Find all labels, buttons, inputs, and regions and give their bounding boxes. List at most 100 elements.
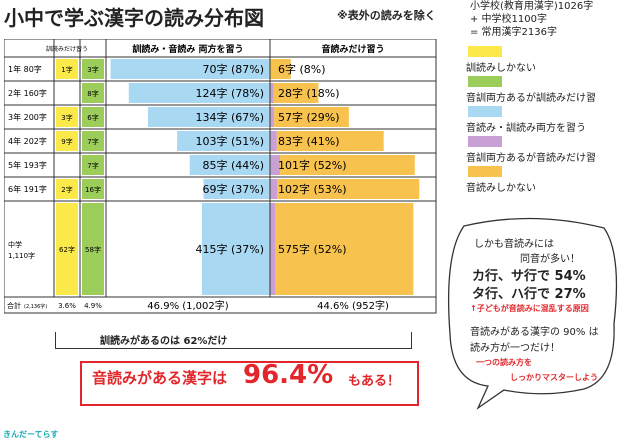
- callout-box: [80, 361, 419, 406]
- bar-kun-partial: [82, 83, 104, 103]
- totals-kun1: 3.6%: [58, 302, 76, 310]
- bar-both: [201, 203, 270, 295]
- distribution-chart: 訓読みだけ習う 訓読み・音読み 両方を習う 音読みだけ習う 1年 80字 1字 3字 70字…: [4, 39, 437, 314]
- totals-both: 46.9% (1,002字): [147, 299, 228, 312]
- bubble-line: 読み方が一つだけ！: [470, 343, 560, 354]
- bar-on-only: [280, 155, 415, 175]
- row-label: 中学: [8, 240, 22, 249]
- bar-both: [189, 155, 270, 175]
- legend-swatch: [468, 166, 502, 177]
- bar-both: [177, 131, 270, 151]
- legend-label: 音読み・訓読み両方を習う: [466, 123, 586, 134]
- bar-on-only: [274, 203, 414, 295]
- bracket: [55, 332, 412, 349]
- legend-swatch: [468, 136, 502, 147]
- bubble-line: 同音が多い！: [520, 254, 580, 265]
- label-on: 6字 (8%): [278, 62, 326, 76]
- bar-kun-partial: [82, 107, 104, 127]
- bar-kun-partial: [82, 203, 104, 295]
- legend-swatch: [468, 46, 502, 57]
- label-kun-only: 62字: [59, 245, 75, 254]
- bubble-line: カ行、サ行で 54%: [472, 269, 586, 284]
- label-on: 101字 (52%): [278, 158, 347, 172]
- row-label: 1年 80字: [8, 64, 42, 74]
- bubble-line: しかも音読みには: [474, 239, 554, 250]
- callout-prefix: 音読みがある漢字は: [92, 369, 228, 387]
- speech-bubble-shape: [448, 217, 618, 410]
- label-kun-partial: 7字: [87, 137, 98, 146]
- bar-kun-partial: [82, 59, 104, 79]
- callout-suffix: もある！: [348, 374, 401, 389]
- bar-on-partial: [270, 107, 275, 127]
- bar-on-partial: [270, 131, 277, 151]
- legend-label: 音訓両方あるが音読みだけ習: [466, 153, 596, 164]
- label-kun-only: 9字: [61, 137, 72, 146]
- bar-on-only: [273, 83, 319, 103]
- legend: 訓読みしかない音訓両方あるが訓読みだけ習 音読み・訓読み両方を習う 音訓両方あるが音…: [466, 46, 621, 196]
- label-on: 575字 (52%): [278, 242, 347, 256]
- bar-both: [110, 59, 270, 79]
- label-on: 102字 (53%): [278, 182, 347, 196]
- bar-both: [147, 107, 270, 127]
- label-kun-partial: 3字: [87, 65, 98, 74]
- label-kun-partial: 8字: [87, 89, 98, 98]
- label-on: 28字 (18%): [278, 86, 340, 100]
- page-subtitle: ※表外の読みを除く: [337, 9, 436, 22]
- speech-bubble: [448, 217, 618, 410]
- top-note-line: = 常用漢字2136字: [470, 27, 558, 38]
- legend-swatch: [468, 106, 502, 117]
- totals-row-bg: [4, 296, 437, 314]
- label-both: 103字 (51%): [195, 134, 264, 148]
- totals-label: 合計: [7, 301, 21, 310]
- bar-kun-only: [56, 179, 78, 199]
- label-kun-partial: 16字: [85, 185, 101, 194]
- header-both: 訓読み・音読み 両方を習う: [132, 43, 243, 55]
- bubble-line: 一つの読み方を: [476, 358, 532, 367]
- totals-kun2: 4.9%: [84, 302, 102, 310]
- legend-label: 音訓両方あるが訓読みだけ習: [466, 93, 596, 104]
- bar-on-only: [277, 179, 420, 199]
- header-on-only: 音読みだけ習う: [321, 43, 384, 55]
- page-title: 小中で学ぶ漢字の読み分布図: [4, 6, 264, 30]
- label-both: 69字 (37%): [202, 182, 264, 196]
- legend-label: 訓読みしかない: [466, 63, 536, 74]
- row-label: 4年 202字: [8, 136, 47, 146]
- label-kun-only: 2字: [61, 185, 72, 194]
- header-kun-only: 訓読みだけ習う: [46, 45, 88, 53]
- legend-label: 音読みしかない: [466, 183, 536, 194]
- bar-on-only: [276, 131, 384, 151]
- row-label: 3年 200字: [8, 112, 47, 122]
- logo: きんだーてらす: [3, 430, 59, 439]
- bubble-line: ↑子どもが音読みに混乱する原因: [470, 304, 589, 313]
- row-label: 2年 160字: [8, 88, 47, 98]
- row-label: 1,110字: [8, 251, 35, 260]
- bar-kun-only: [56, 131, 78, 151]
- bar-kun-partial: [82, 131, 104, 151]
- bar-both: [128, 83, 270, 103]
- label-both: 85字 (44%): [202, 158, 264, 172]
- label-kun-only: 1字: [61, 65, 72, 74]
- bar-kun-partial: [82, 155, 104, 175]
- label-both: 415字 (37%): [195, 242, 264, 256]
- bar-on-partial: [270, 83, 274, 103]
- bubble-line: 音読みがある漢字の 90% は: [470, 327, 599, 338]
- label-on: 57字 (29%): [278, 110, 340, 124]
- top-note: 小学校(教育用漢字)1026字 + 中学校1100字 = 常用漢字2136字: [470, 0, 593, 39]
- label-kun-partial: 7字: [87, 161, 98, 170]
- callout-percent: 96.4%: [243, 360, 334, 390]
- row-label: 6年 191字: [8, 184, 47, 194]
- bar-on-only: [274, 107, 349, 127]
- label-kun-only: 3字: [61, 113, 72, 122]
- label-kun-partial: 58字: [85, 245, 101, 254]
- totals-sub: (2,136字): [24, 303, 47, 310]
- top-note-line: 小学校(教育用漢字)1026字: [470, 1, 594, 12]
- row-label: 5年 193字: [8, 160, 47, 170]
- bar-kun-partial: [82, 179, 104, 199]
- label-both: 134字 (67%): [195, 110, 264, 124]
- bubble-line: タ行、ハ行で 27%: [472, 287, 586, 302]
- top-note-line: + 中学校1100字: [470, 14, 548, 25]
- legend-swatch: [468, 76, 502, 87]
- bar-kun-only: [56, 203, 78, 295]
- bar-on-partial: [270, 155, 281, 175]
- label-kun-partial: 6字: [87, 113, 98, 122]
